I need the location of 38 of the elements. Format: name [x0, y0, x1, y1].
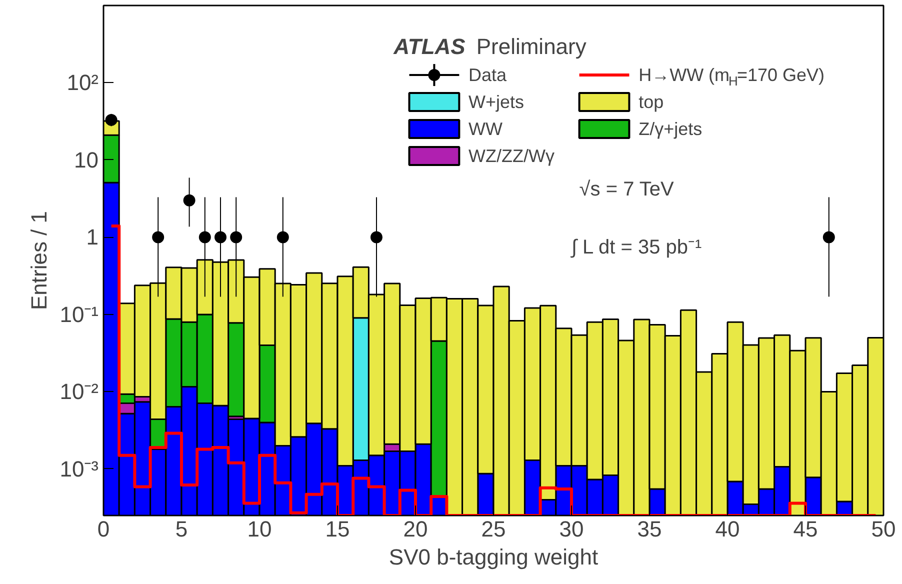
point	[198, 231, 211, 244]
point	[230, 231, 242, 244]
y-tick-label: 1	[86, 224, 99, 250]
x-tick-label: 20	[403, 516, 428, 542]
legend-label: WW	[468, 119, 503, 140]
y-tick-label: 10⁻³	[60, 456, 98, 482]
y-tick-label: 10	[74, 147, 99, 172]
x-tick-label: 40	[715, 516, 740, 542]
x-tick-label: 0	[97, 516, 110, 542]
legend-label: Data	[468, 65, 508, 86]
point	[214, 231, 226, 244]
x-tick-label: 5	[175, 516, 188, 542]
y-tick-label: 10⁻²	[60, 379, 98, 404]
point	[822, 231, 835, 244]
x-tick-label: 45	[793, 516, 818, 542]
legend-label: WZ/ZZ/Wγ	[468, 146, 555, 166]
y-tick-label: 10²	[66, 70, 98, 96]
x-axis-title: SV0 b-tagging weight	[388, 544, 598, 570]
point	[276, 231, 289, 244]
legend-label: W+jets	[468, 92, 524, 112]
legend-label: Z/γ+jets	[638, 119, 702, 140]
annotation: ATLAS	[392, 34, 466, 59]
y-tick-label: 10⁻¹	[60, 302, 98, 327]
annotation: Preliminary	[476, 34, 586, 59]
x-tick-label: 10	[247, 516, 272, 542]
x-tick-label: 50	[871, 516, 896, 542]
y-axis-title: Entries / 1	[26, 210, 52, 310]
point	[183, 194, 196, 206]
x-tick-label: 30	[559, 516, 584, 542]
point	[370, 231, 382, 244]
point	[105, 114, 118, 126]
point	[152, 231, 164, 244]
annotation: √s = 7 TeV	[579, 178, 675, 200]
annotation: ∫ L dt = 35 pb⁻¹	[570, 236, 702, 258]
x-tick-label: 15	[325, 516, 350, 542]
x-tick-label: 35	[637, 516, 662, 542]
x-tick-label: 25	[481, 516, 506, 542]
legend-label: top	[638, 92, 664, 112]
